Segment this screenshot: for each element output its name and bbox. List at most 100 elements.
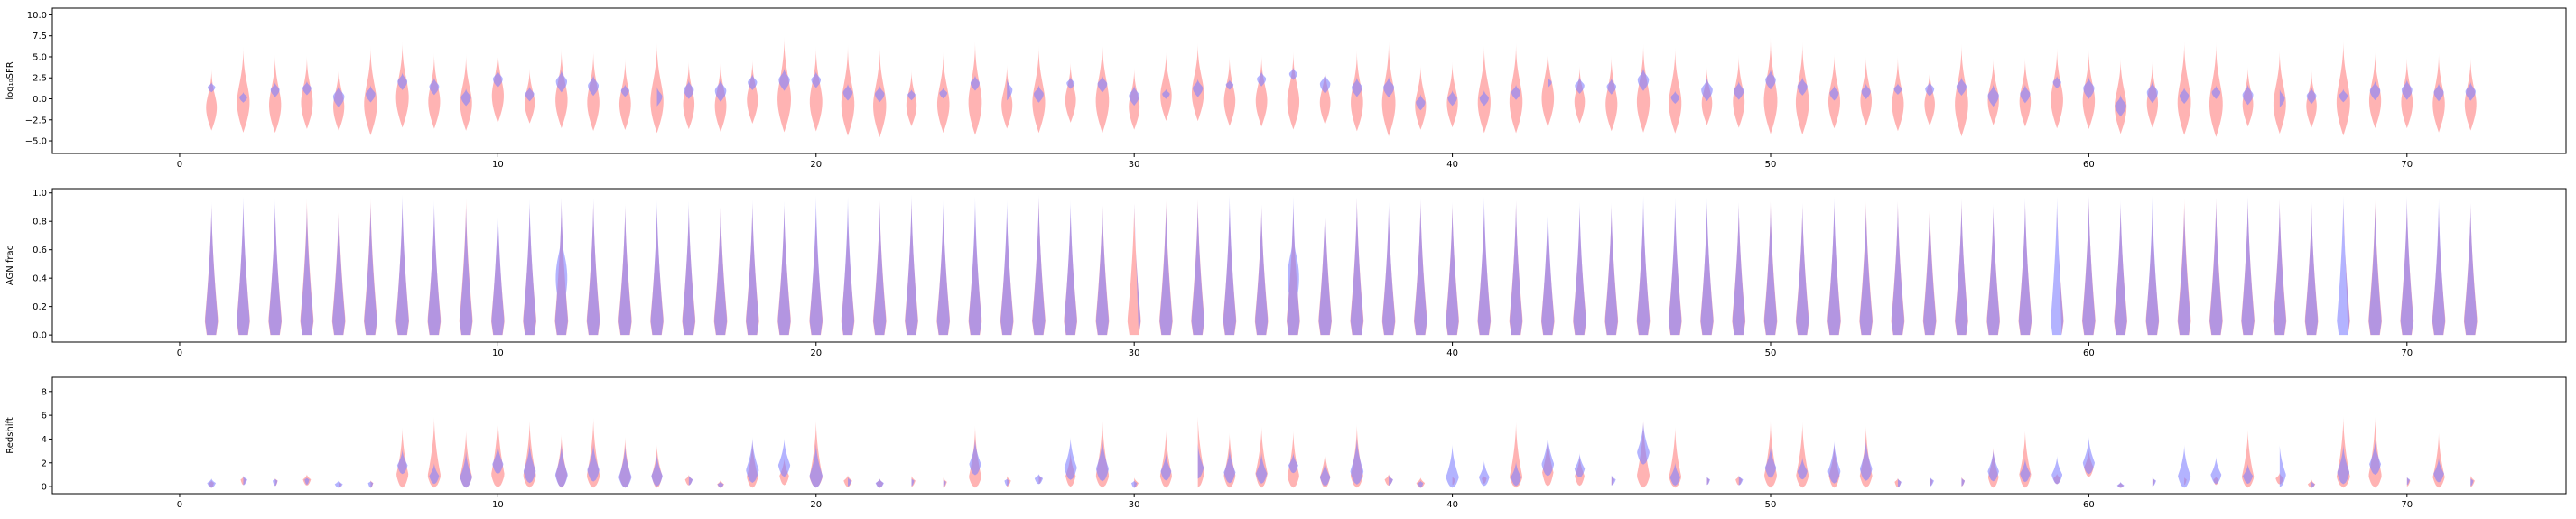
violin-blue-57	[1987, 83, 1999, 107]
violin-blue-22	[873, 199, 887, 336]
violin-blue-27	[1034, 473, 1043, 485]
violin-blue-11	[523, 198, 536, 336]
y-tick-label-2: 0.4	[33, 274, 47, 284]
violin-blue-58	[2020, 84, 2031, 104]
violin-blue-39	[1416, 93, 1426, 111]
violin-blue-23	[907, 88, 916, 101]
violin-blue-47	[1669, 197, 1682, 336]
violin-red-33	[1223, 56, 1236, 126]
x-tick-label-50: 50	[1765, 160, 1777, 170]
violin-blue-70	[2406, 477, 2410, 486]
violin-blue-67	[2305, 201, 2319, 336]
violin-blue-29	[1095, 199, 1109, 336]
violin-blue-16	[684, 79, 694, 99]
violin-blue-50	[1765, 69, 1776, 90]
violin-blue-58	[2018, 197, 2032, 336]
violin-blue-52	[1829, 85, 1839, 101]
violin-blue-65	[2243, 463, 2254, 484]
violin-blue-71	[2432, 198, 2446, 336]
violin-blue-16	[688, 475, 693, 486]
violin-blue-57	[1986, 204, 2000, 336]
violin-blue-41	[1477, 196, 1491, 336]
violin-blue-72	[2470, 477, 2474, 487]
violin-blue-51	[1797, 457, 1808, 480]
violin-red-55	[1924, 68, 1935, 126]
violin-blue-53	[1859, 203, 1873, 336]
violin-blue-28	[1064, 437, 1077, 480]
violin-red-26	[1001, 64, 1013, 129]
violin-blue-17	[714, 78, 727, 102]
violin-blue-52	[1827, 440, 1841, 484]
violin-blue-35	[1288, 67, 1297, 80]
violin-blue-60	[2083, 76, 2095, 99]
violin-blue-53	[1860, 439, 1873, 481]
violin-blue-23	[905, 194, 918, 336]
violin-blue-59	[2051, 455, 2063, 485]
y-tick-label-1: −2.5	[25, 116, 47, 125]
violin-blue-4	[300, 203, 313, 336]
violin-blue-8	[429, 77, 440, 96]
violin-blue-38	[1382, 201, 1396, 336]
violin-red-66	[2273, 50, 2286, 134]
violin-blue-25	[968, 196, 982, 336]
violin-blue-10	[492, 69, 503, 88]
violin-blue-55	[1923, 201, 1937, 336]
violin-blue-17	[714, 201, 728, 336]
violin-red-68	[2336, 39, 2350, 136]
violin-blue-66	[2279, 445, 2286, 487]
x-tick-label-20: 20	[810, 348, 822, 358]
violin-blue-40	[1446, 443, 1459, 488]
violin-blue-14	[618, 444, 632, 488]
violin-blue-19	[778, 67, 790, 91]
violin-blue-16	[682, 200, 695, 336]
violin-blue-29	[1096, 437, 1109, 482]
violin-blue-63	[2179, 87, 2190, 104]
violin-blue-48	[1706, 477, 1710, 486]
violin-blue-26	[1000, 199, 1014, 336]
violin-blue-60	[2082, 436, 2095, 475]
violin-blue-46	[1637, 421, 1650, 465]
violin-blue-55	[1925, 80, 1935, 97]
violin-blue-24	[939, 87, 948, 99]
x-tick-label-40: 40	[1446, 500, 1458, 510]
y-tick-label-6: 10.0	[27, 11, 47, 21]
x-tick-label-0: 0	[177, 160, 182, 170]
violin-blue-62	[2146, 80, 2158, 104]
y-tick-label-0: −5.0	[25, 137, 47, 147]
violin-blue-38	[1389, 475, 1393, 486]
violin-blue-56	[1956, 76, 1967, 96]
violin-blue-69	[2369, 440, 2382, 476]
violin-blue-40	[1446, 201, 1459, 336]
violin-red-68	[2343, 203, 2350, 336]
violin-blue-5	[332, 203, 346, 336]
violin-blue-11	[523, 442, 536, 484]
violin-blue-12	[554, 197, 568, 336]
violin-blue-45	[1611, 475, 1616, 486]
violin-blue-53	[1861, 82, 1871, 99]
y-tick-label-2: 0.0	[33, 95, 47, 105]
violin-red-36	[1319, 65, 1331, 125]
violin-red-67	[2307, 479, 2316, 488]
violin-blue-48	[1701, 77, 1713, 102]
x-tick-label-60: 60	[2083, 348, 2095, 358]
violin-blue-33	[1225, 79, 1234, 90]
y-tick-label-0: 0.0	[33, 331, 47, 341]
violin-blue-51	[1796, 202, 1809, 336]
violin-blue-29	[1097, 74, 1108, 93]
violin-blue-34	[1257, 70, 1267, 87]
violin-blue-18	[746, 199, 759, 336]
violin-blue-58	[2020, 458, 2031, 483]
violin-blue-21	[841, 196, 855, 336]
violin-blue-12	[555, 69, 568, 93]
x-tick-label-20: 20	[810, 500, 822, 510]
x-tick-label-20: 20	[810, 160, 822, 170]
violin-blue-65	[2242, 83, 2254, 106]
violin-blue-33	[1223, 448, 1236, 484]
x-tick-label-10: 10	[492, 160, 504, 170]
violin-blue-49	[1732, 201, 1745, 336]
violin-blue-5	[334, 479, 343, 488]
violin-blue-51	[1797, 76, 1808, 96]
x-tick-label-0: 0	[177, 348, 182, 358]
y-tick-label-1: 0.2	[33, 302, 47, 312]
y-tick-label-3: 2.5	[33, 74, 47, 84]
